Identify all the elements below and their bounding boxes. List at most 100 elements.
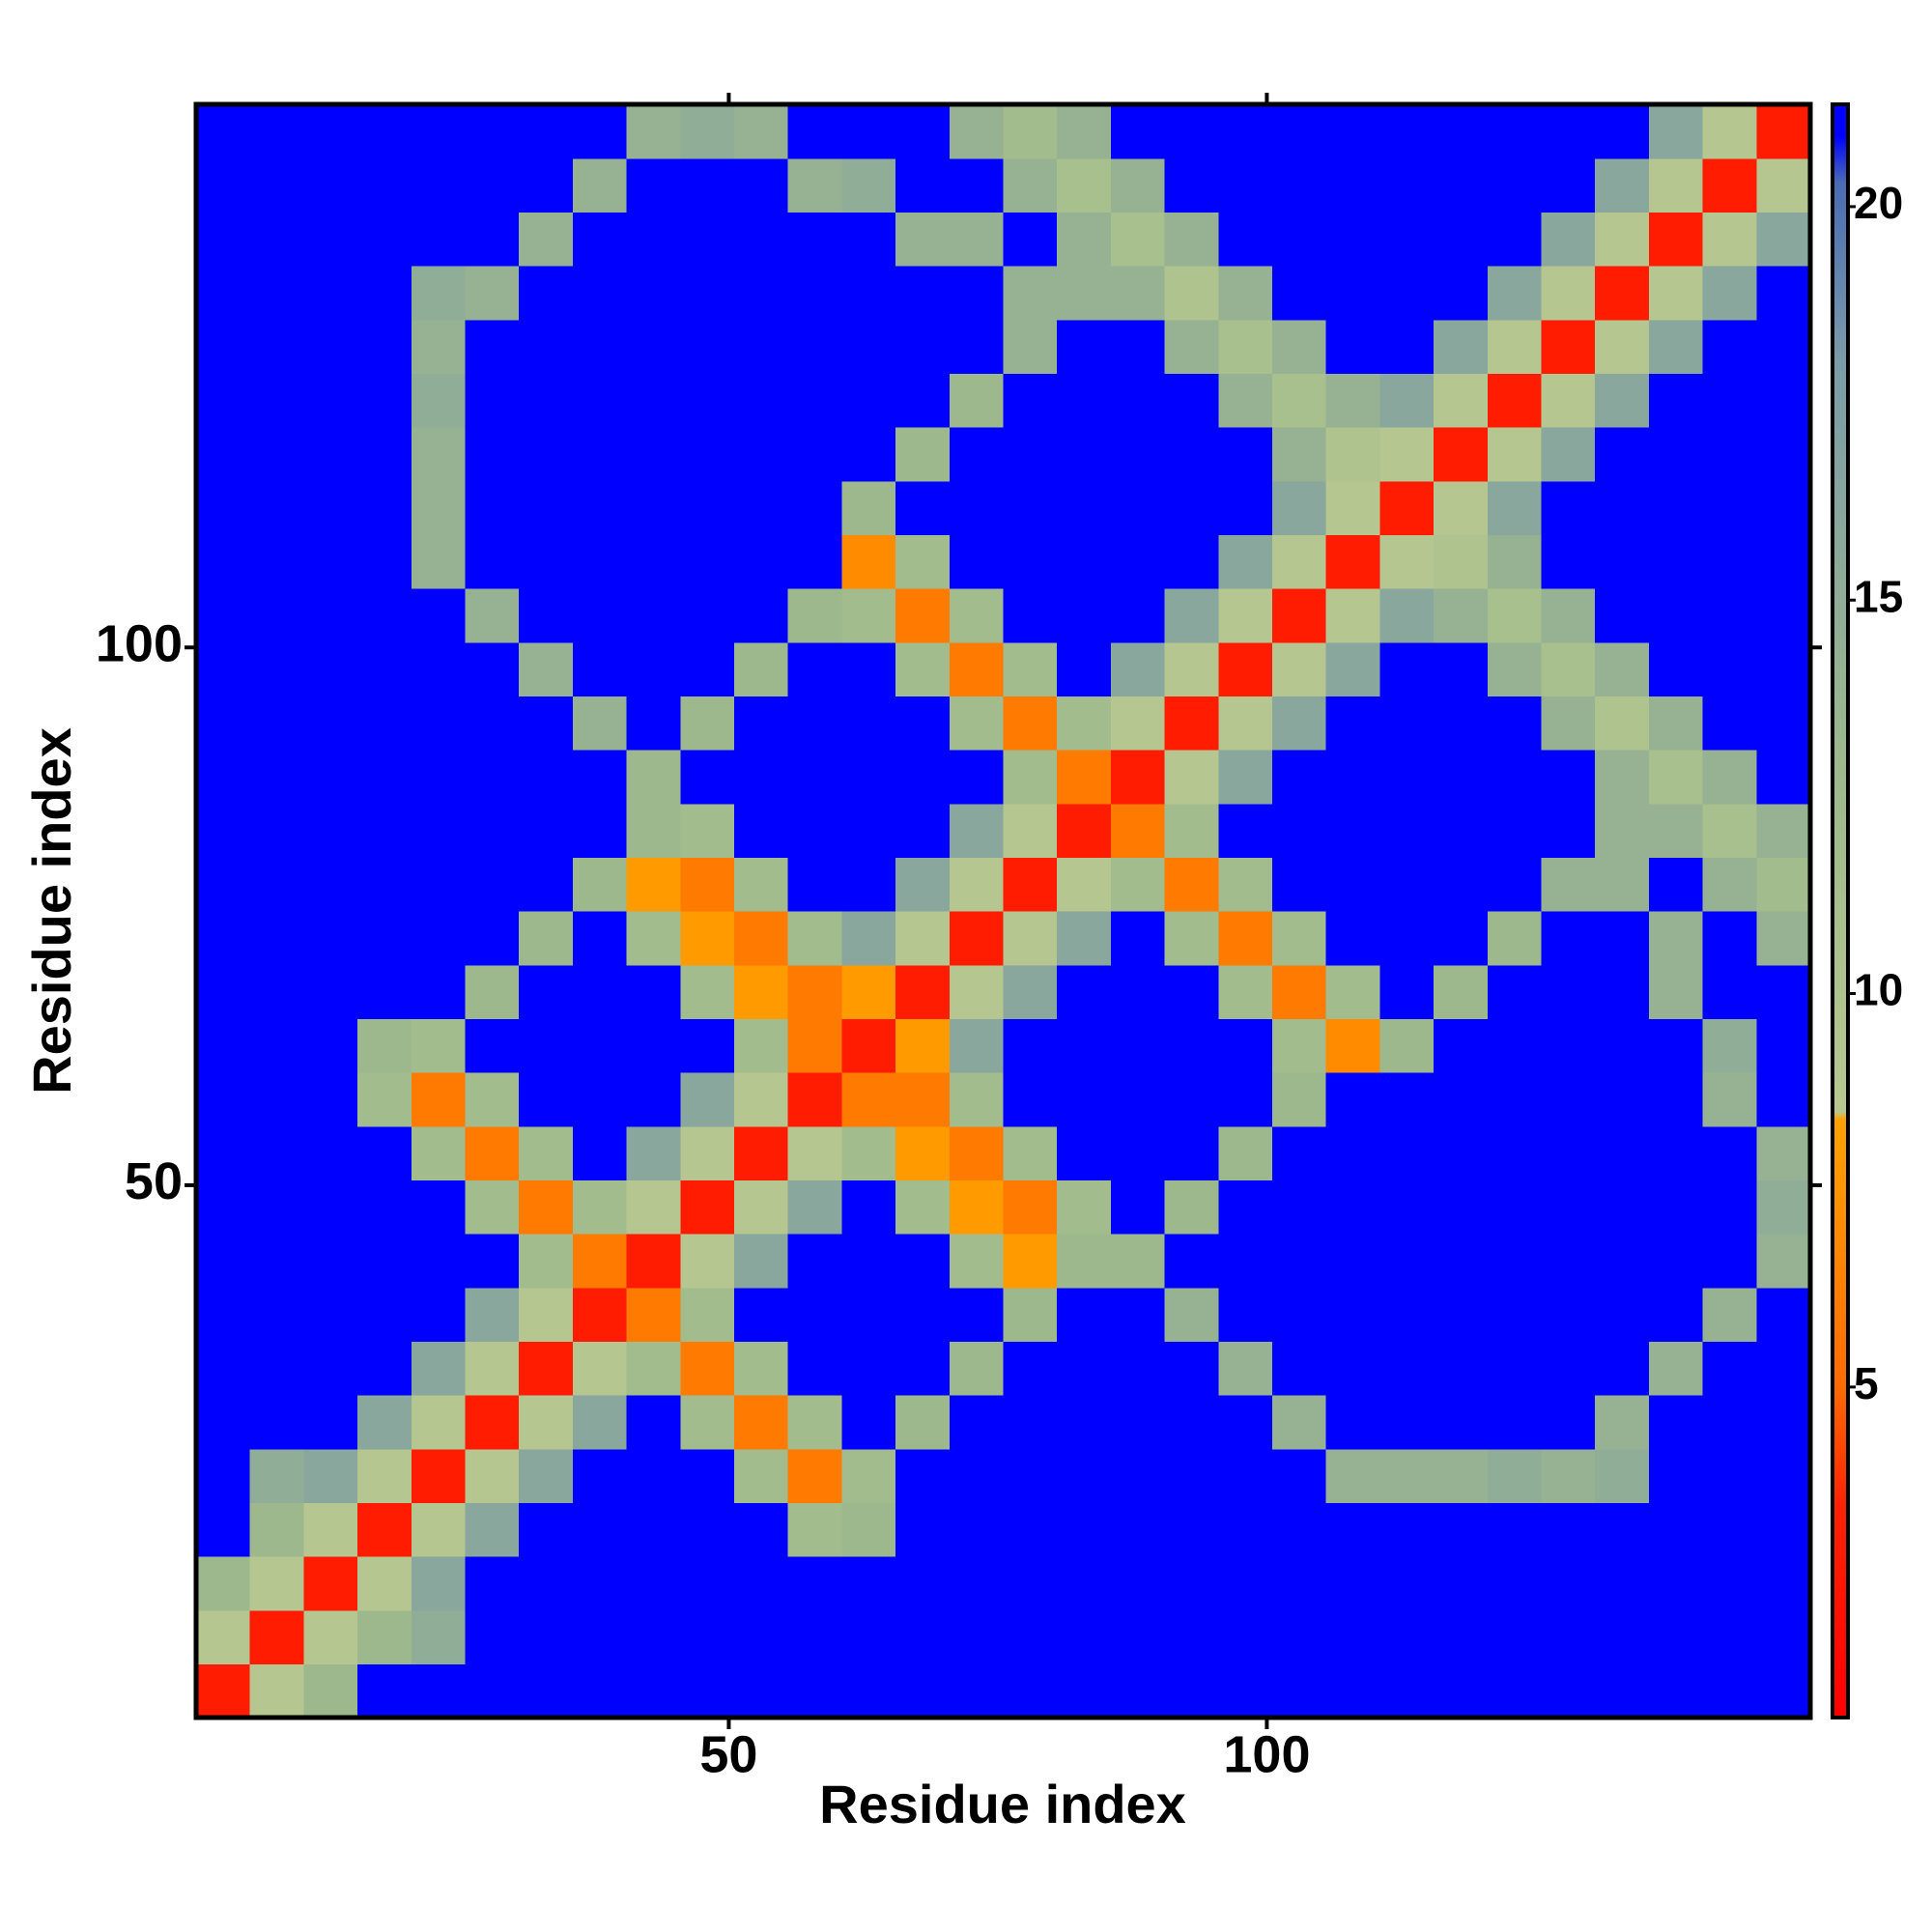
heatmap-cell: [465, 1018, 520, 1073]
heatmap-cell: [1434, 480, 1489, 535]
heatmap-cell: [465, 1341, 520, 1396]
heatmap-cell: [1434, 588, 1489, 643]
heatmap-cell: [787, 1663, 842, 1719]
heatmap-cell: [1487, 803, 1543, 858]
heatmap-cell: [1325, 1341, 1380, 1396]
heatmap-cell: [519, 1341, 574, 1396]
heatmap-cell: [357, 480, 412, 535]
heatmap-cell: [734, 266, 789, 321]
heatmap-cell: [787, 212, 842, 267]
heatmap-cell: [895, 212, 951, 267]
heatmap-cell: [196, 1663, 251, 1719]
heatmap-cell: [949, 750, 1005, 805]
heatmap-cell: [519, 534, 574, 589]
heatmap-cell: [357, 750, 412, 805]
heatmap-cell: [1218, 1179, 1273, 1235]
heatmap-cell: [734, 1341, 789, 1396]
heatmap-cell: [787, 1072, 842, 1127]
heatmap-cell: [1487, 1609, 1543, 1664]
heatmap-cell: [1110, 480, 1166, 535]
heatmap-cell: [1325, 911, 1380, 966]
heatmap-cell: [949, 1395, 1005, 1450]
heatmap-cell: [465, 1179, 520, 1235]
heatmap-cell: [787, 373, 842, 428]
heatmap-cell: [1756, 1609, 1811, 1664]
heatmap-cell: [1272, 750, 1327, 805]
heatmap-cell: [1003, 480, 1058, 535]
heatmap-cell: [1648, 1179, 1704, 1235]
heatmap-cell: [1595, 373, 1650, 428]
heatmap-cell: [572, 696, 628, 751]
heatmap-cell: [465, 427, 520, 482]
heatmap-cell: [1272, 1179, 1327, 1235]
heatmap-cell: [1164, 750, 1219, 805]
heatmap-cell: [572, 157, 628, 213]
heatmap-cell: [519, 1125, 574, 1180]
heatmap-cell: [949, 1556, 1005, 1611]
heatmap-cell: [680, 1341, 735, 1396]
heatmap-cell: [1595, 534, 1650, 589]
heatmap-cell: [1379, 1234, 1435, 1289]
heatmap-cell: [895, 803, 951, 858]
heatmap-cell: [465, 373, 520, 428]
heatmap-cell: [1379, 964, 1435, 1019]
heatmap-cell: [411, 1287, 467, 1342]
heatmap-cell: [680, 1395, 735, 1450]
heatmap-cell: [1164, 641, 1219, 696]
heatmap-cell: [1057, 1663, 1112, 1719]
heatmap-cell: [680, 373, 735, 428]
heatmap-cell: [734, 1663, 789, 1719]
heatmap-cell: [572, 964, 628, 1019]
heatmap-cell: [734, 1234, 789, 1289]
colorbar-tick-label: 20: [1854, 178, 1903, 228]
heatmap-cell: [519, 1234, 574, 1289]
heatmap-cell: [196, 1072, 251, 1127]
heatmap-cell: [1487, 1018, 1543, 1073]
heatmap-cell: [895, 1556, 951, 1611]
heatmap-cell: [680, 1179, 735, 1235]
heatmap-cell: [1756, 964, 1811, 1019]
heatmap-cell: [1595, 1125, 1650, 1180]
heatmap-cell: [357, 857, 412, 912]
heatmap-cell: [949, 1179, 1005, 1235]
heatmap-cell: [196, 1395, 251, 1450]
heatmap-cell: [196, 1125, 251, 1180]
heatmap-cell: [411, 480, 467, 535]
heatmap-cell: [626, 588, 681, 643]
heatmap-cell: [519, 373, 574, 428]
heatmap-cell: [303, 427, 358, 482]
heatmap-cell: [1648, 803, 1704, 858]
heatmap-cell: [895, 1502, 951, 1557]
heatmap-cell: [196, 1018, 251, 1073]
heatmap-cell: [680, 964, 735, 1019]
heatmap-cell: [1003, 373, 1058, 428]
heatmap-cell: [1756, 427, 1811, 482]
heatmap-cell: [1541, 1018, 1596, 1073]
heatmap-cell: [519, 750, 574, 805]
heatmap-cell: [680, 1448, 735, 1503]
heatmap-cell: [1003, 857, 1058, 912]
heatmap-cell: [1110, 212, 1166, 267]
heatmap-cell: [1218, 212, 1273, 267]
heatmap-cell: [680, 1125, 735, 1180]
heatmap-cell: [519, 427, 574, 482]
heatmap-cell: [519, 803, 574, 858]
heatmap-cell: [1164, 964, 1219, 1019]
heatmap-cell: [949, 157, 1005, 213]
heatmap-cell: [1702, 1287, 1757, 1342]
heatmap-cell: [841, 373, 896, 428]
heatmap-cell: [465, 157, 520, 213]
heatmap-cell: [680, 212, 735, 267]
heatmap-cell: [303, 266, 358, 321]
heatmap-cell: [1487, 1395, 1543, 1450]
heatmap-cell: [411, 427, 467, 482]
heatmap-cell: [1218, 588, 1273, 643]
heatmap-cell: [1595, 1234, 1650, 1289]
heatmap-cell: [1164, 266, 1219, 321]
heatmap-cell: [1379, 1502, 1435, 1557]
heatmap-cell: [895, 641, 951, 696]
heatmap-cell: [1379, 1179, 1435, 1235]
heatmap-cell: [1648, 1341, 1704, 1396]
heatmap-cell: [411, 857, 467, 912]
heatmap-cell: [1110, 373, 1166, 428]
